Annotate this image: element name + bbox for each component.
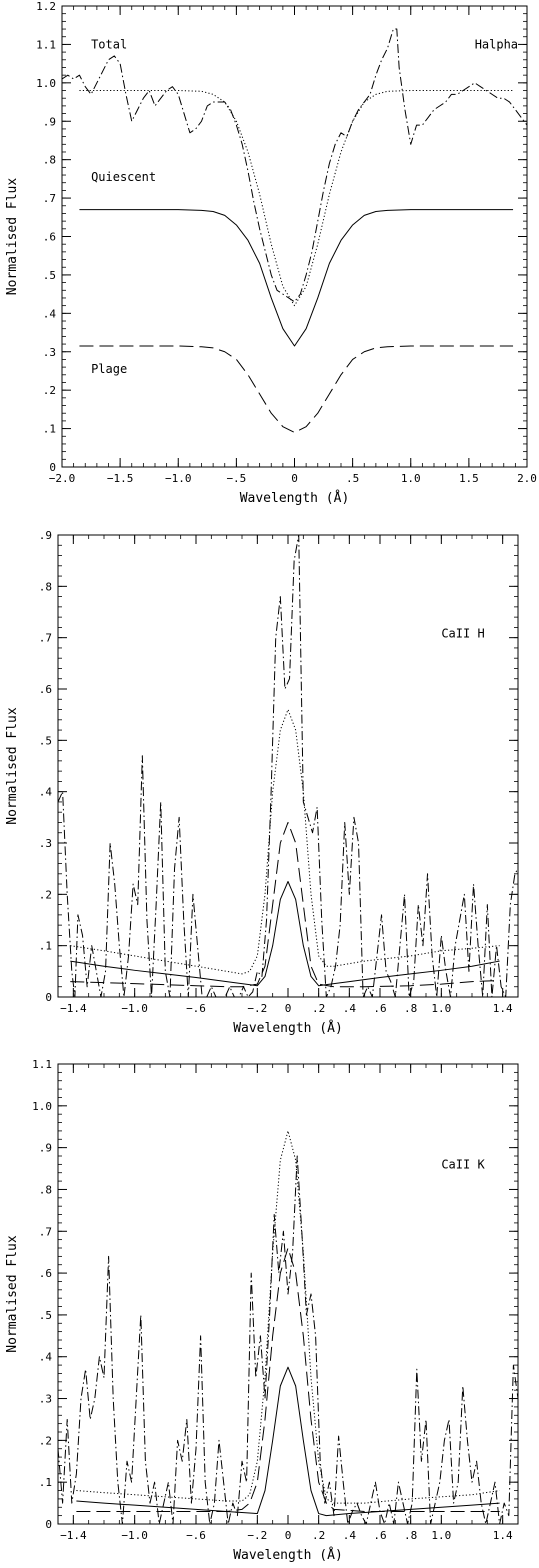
y-tick-label: .3	[43, 346, 56, 359]
x-tick-label: .5	[346, 472, 359, 485]
y-tick-label: .1	[43, 423, 56, 436]
x-tick-label: 1.4	[493, 1529, 513, 1542]
x-tick-label: −2.0	[49, 472, 76, 485]
y-tick-label: .2	[39, 1434, 52, 1447]
x-tick-label: 0	[291, 472, 298, 485]
caii-k-panel: −1.4 −1.0 −.6 −.2 0 .2 .4 .6 .8 1.0 1.4 0 .1 .2 .3 .4 .5…	[5, 1058, 519, 1563]
y-tick-label: .7	[39, 1225, 52, 1238]
x-tick-label: .6	[373, 1529, 386, 1542]
x-tick-label: −.6	[186, 1529, 206, 1542]
x-tick-label: 2.0	[517, 472, 537, 485]
annotation-label: Total	[91, 37, 127, 51]
y-tick-label: .4	[39, 786, 53, 799]
y-tick-label: 1.2	[36, 0, 56, 13]
halpha-panel: −2.0 −1.5 −1.0 −.5 0 .5 1.0 1.5 2.0 0 .1 .2 .3 .4 .5 .6…	[5, 0, 537, 506]
x-tick-label: −1.4	[60, 1002, 87, 1015]
x-tick-label: 1.0	[431, 1002, 451, 1015]
x-tick-label: −1.0	[121, 1002, 148, 1015]
y-tick-label: .2	[43, 384, 56, 397]
y-tick-label: .8	[39, 580, 52, 593]
x-tick-label: −.6	[186, 1002, 206, 1015]
x-tick-label: 1.5	[459, 472, 479, 485]
series-line-dashed	[70, 821, 500, 988]
y-tick-label: 1.0	[32, 1100, 52, 1113]
series-line-dotted	[70, 709, 500, 975]
y-tick-label: 0	[49, 461, 56, 474]
y-tick-label: .5	[43, 269, 56, 282]
y-tick-label: .9	[39, 1142, 52, 1155]
x-tick-label: .2	[312, 1002, 325, 1015]
y-tick-label: .8	[39, 1183, 52, 1196]
x-tick-label: 1.4	[493, 1002, 513, 1015]
y-tick-label: .9	[43, 115, 56, 128]
y-axis-label: Normalised Flux	[5, 178, 20, 296]
annotation-label: Quiescent	[91, 170, 156, 184]
plot-frame	[57, 534, 519, 998]
x-tick-label: .4	[343, 1529, 357, 1542]
y-tick-label: .6	[43, 231, 56, 244]
x-tick-label: −.2	[247, 1529, 267, 1542]
caii-h-panel: −1.4 −1.0 −.6 −.2 0 .2 .4 .6 .8 1.0 1.4 0 .1 .2 .3 .4 .5…	[5, 529, 519, 1036]
y-tick-label: 1.1	[32, 1058, 52, 1071]
y-tick-label: 1.0	[36, 77, 56, 90]
x-tick-label: −.2	[247, 1002, 267, 1015]
x-tick-label: −1.0	[121, 1529, 148, 1542]
x-tick-label: 0	[285, 1529, 292, 1542]
series-line-dotted	[79, 90, 514, 307]
annotation-label: Plage	[91, 362, 127, 376]
x-axis-label: Wavelength (Å)	[233, 1020, 343, 1036]
x-tick-label: −1.0	[165, 472, 192, 485]
y-tick-label: .4	[43, 307, 57, 320]
series-line-dashdot	[58, 1155, 518, 1524]
plot-frame	[61, 5, 528, 468]
x-tick-label: .4	[343, 1002, 357, 1015]
y-axis-label: Normalised Flux	[5, 707, 20, 825]
y-tick-label: 0	[45, 1518, 52, 1531]
series-line-dashed	[79, 345, 514, 433]
y-axis-label: Normalised Flux	[5, 1235, 20, 1353]
y-tick-label: .1	[39, 1476, 52, 1489]
y-tick-label: .4	[39, 1351, 53, 1364]
y-tick-label: .2	[39, 888, 52, 901]
y-tick-label: .9	[39, 529, 52, 542]
series-line-solid	[70, 881, 500, 987]
y-tick-label: .5	[39, 1309, 52, 1322]
annotation-label: CaII H	[441, 627, 484, 641]
x-tick-label: .6	[373, 1002, 386, 1015]
x-axis-label: Wavelength (Å)	[233, 1547, 343, 1563]
series-line-dashdot	[62, 28, 527, 303]
y-tick-label: 0	[45, 991, 52, 1004]
y-tick-label: .8	[43, 154, 56, 167]
x-tick-label: .2	[312, 1529, 325, 1542]
x-tick-label: −.5	[226, 472, 246, 485]
y-tick-label: .5	[39, 734, 52, 747]
series-line-solid	[79, 209, 514, 347]
annotation-label: CaII K	[441, 1158, 485, 1172]
x-tick-label: −1.5	[107, 472, 134, 485]
y-tick-label: 1.1	[36, 38, 56, 51]
series-line-dashdot	[58, 535, 518, 997]
x-axis-label: Wavelength (Å)	[240, 490, 350, 506]
x-tick-label: 1.0	[431, 1529, 451, 1542]
x-tick-label: −1.4	[60, 1529, 87, 1542]
series-line-dashed	[76, 1247, 500, 1512]
series-line-dotted	[76, 1130, 500, 1504]
y-tick-label: .3	[39, 1393, 52, 1406]
y-tick-label: .7	[43, 192, 56, 205]
series-line-solid	[76, 1366, 500, 1517]
y-tick-label: .6	[39, 1267, 52, 1280]
x-tick-label: 1.0	[401, 472, 421, 485]
y-tick-label: .6	[39, 683, 52, 696]
y-tick-label: .7	[39, 632, 52, 645]
x-tick-label: .8	[404, 1529, 417, 1542]
x-tick-label: .8	[404, 1002, 417, 1015]
y-tick-label: .1	[39, 940, 52, 953]
annotation-label: Halpha	[475, 37, 518, 51]
x-tick-label: 0	[285, 1002, 292, 1015]
y-tick-label: .3	[39, 837, 52, 850]
